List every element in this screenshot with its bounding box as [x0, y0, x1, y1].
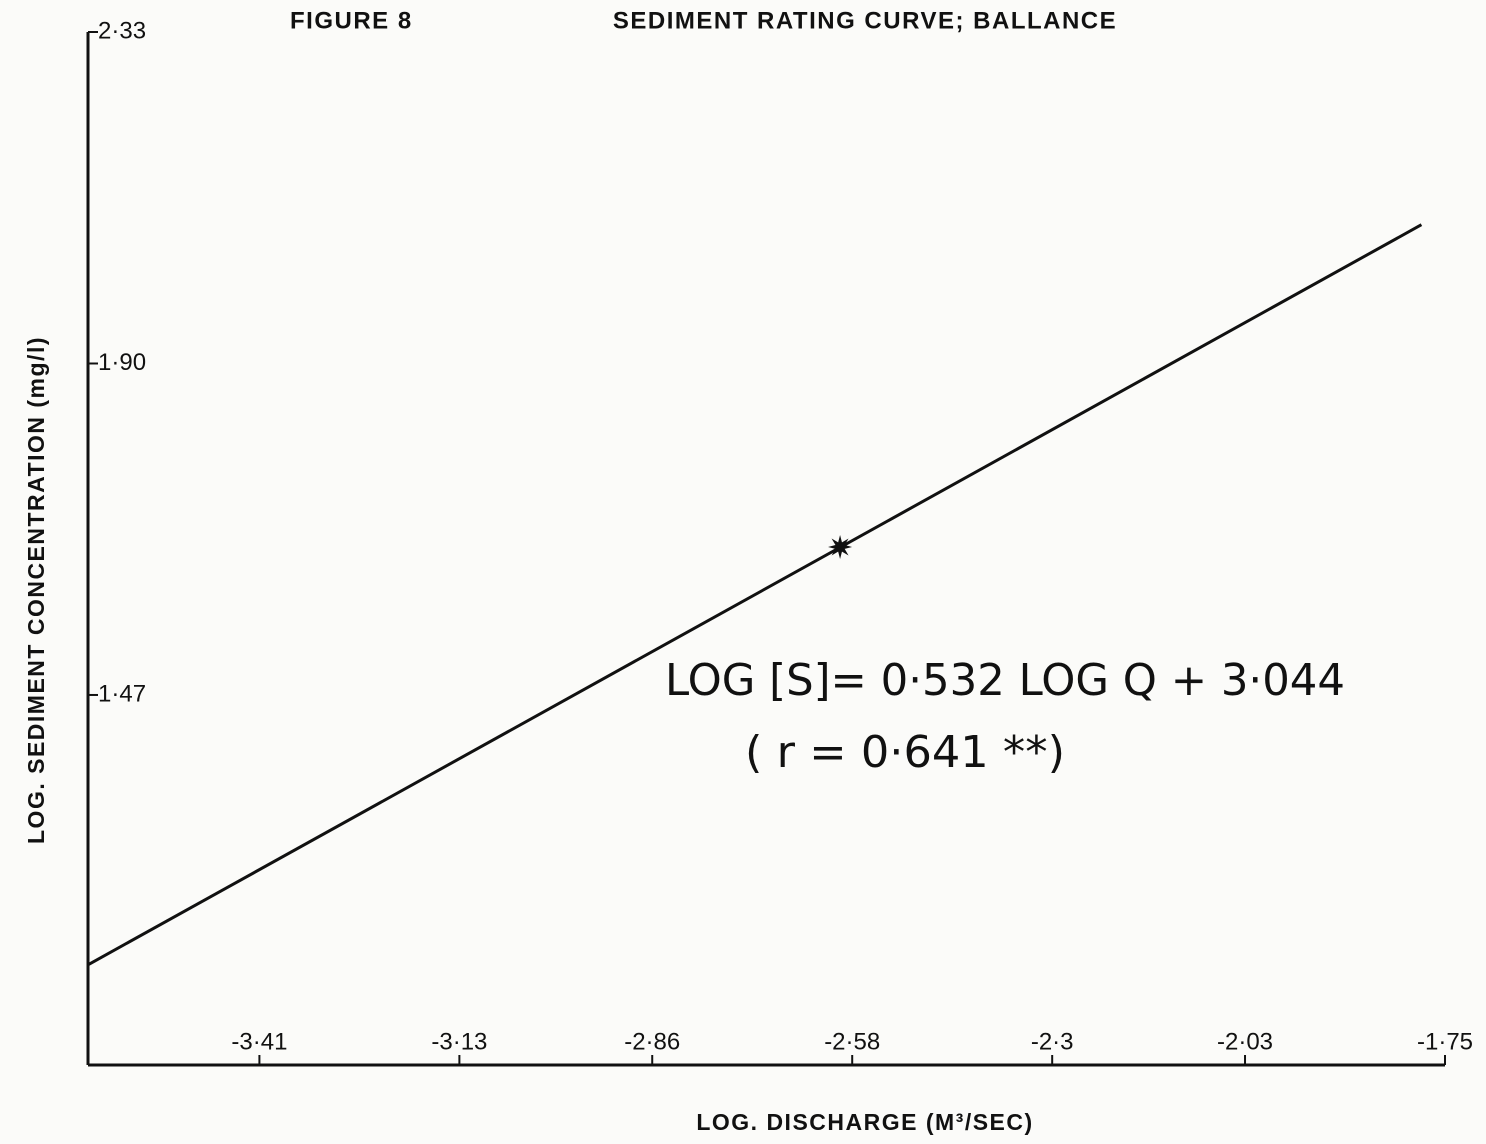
y-tick-label: 1·90	[98, 349, 146, 376]
y-axis-label: LOG. SEDIMENT CONCENTRATION (mg/l)	[23, 336, 49, 844]
rating-line	[87, 223, 1423, 967]
mean-marker	[828, 534, 853, 559]
y-tick-label: 1·47	[98, 680, 146, 707]
chart-title: SEDIMENT RATING CURVE; BALLANCE	[613, 7, 1117, 34]
equation: LOG [S]= 0·532 LOG Q + 3·044	[665, 655, 1345, 706]
x-axis-label: LOG. DISCHARGE (M³/SEC)	[696, 1109, 1033, 1135]
x-tick-label: -1·75	[1417, 1028, 1473, 1055]
x-tick-label: -2·86	[624, 1028, 680, 1055]
figure-label: FIGURE 8	[290, 7, 413, 34]
x-tick-label: -2·3	[1031, 1028, 1074, 1055]
x-tick-label: -2·03	[1217, 1028, 1273, 1055]
correlation: ( r = 0·641 **)	[745, 727, 1065, 778]
y-tick-label: 2·33	[98, 17, 146, 44]
x-tick-label: -3·13	[431, 1028, 487, 1055]
x-tick-label: -3·41	[231, 1028, 287, 1055]
x-tick-label: -2·58	[824, 1028, 880, 1055]
